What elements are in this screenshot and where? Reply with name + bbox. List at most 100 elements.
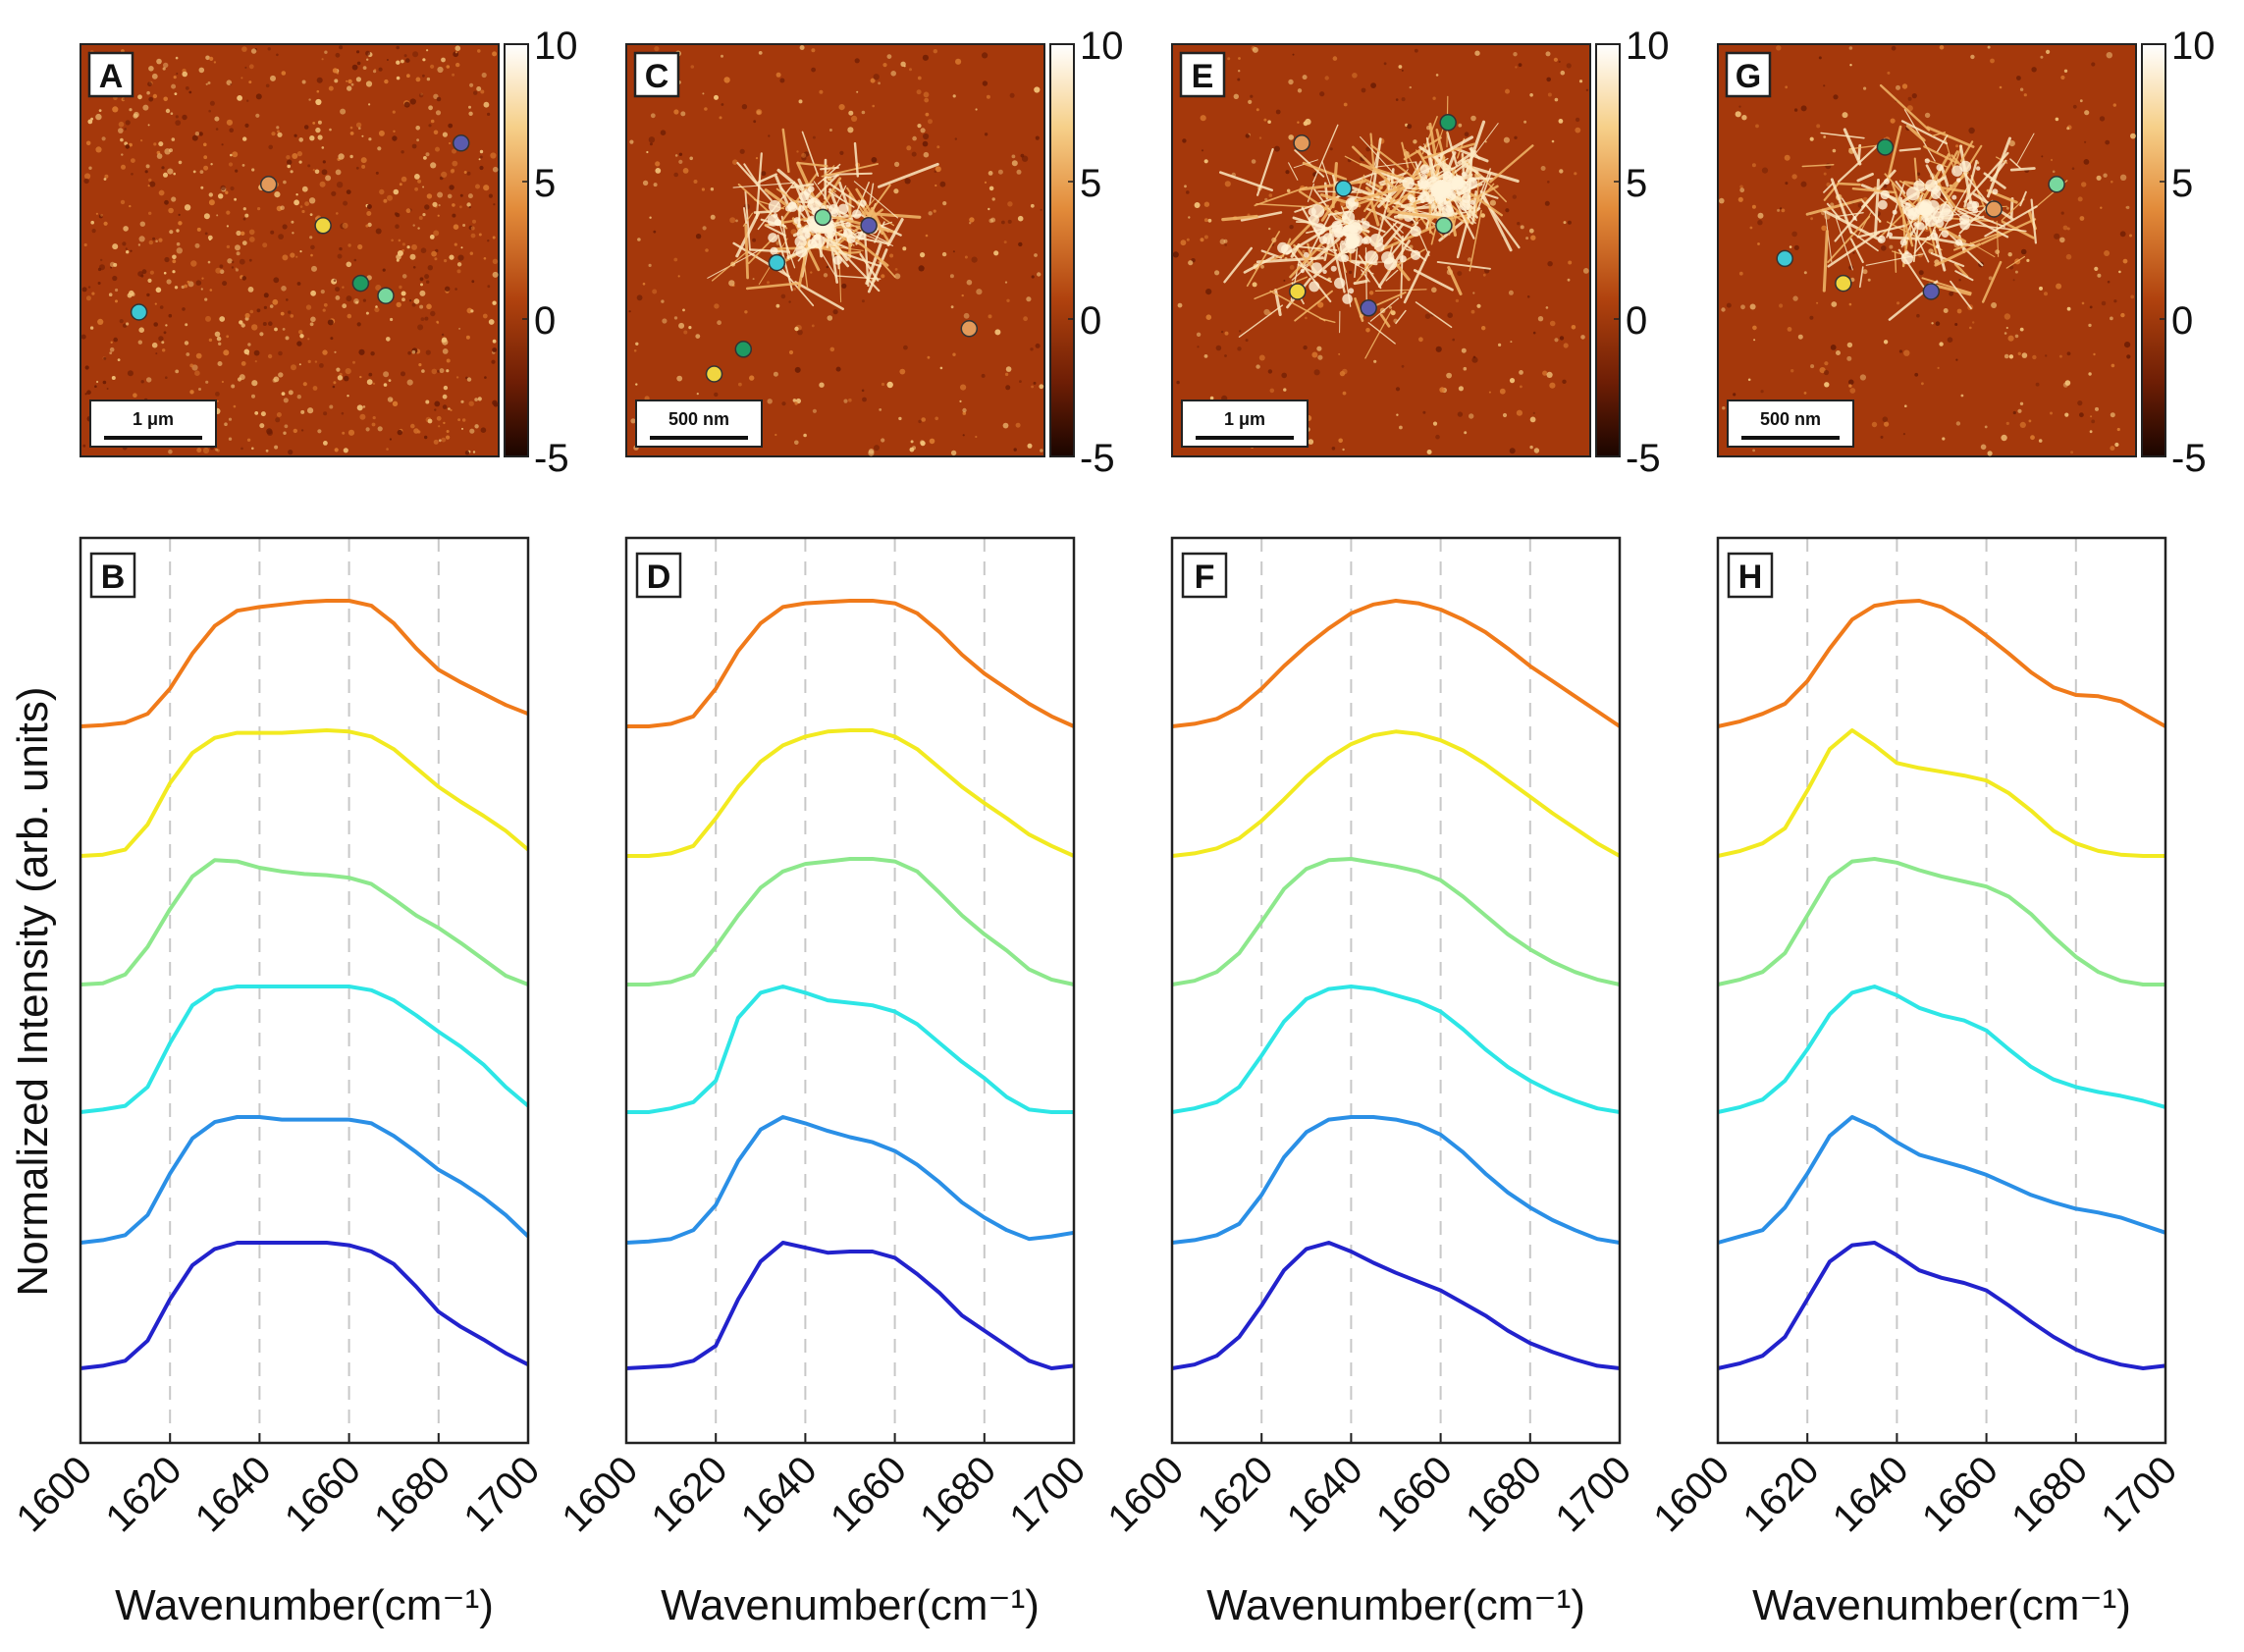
afm-image-background	[80, 43, 500, 457]
scale-bar: 1 μm	[89, 400, 217, 448]
panel-label-text: D	[647, 559, 671, 596]
marker-6	[452, 134, 470, 152]
series-line-1	[626, 599, 1075, 728]
x-tick-label: 1680	[1458, 1448, 1550, 1540]
plot-frame	[1716, 536, 2167, 1445]
colorbar-tick-label: 5	[2171, 162, 2193, 205]
marker-2	[1835, 274, 1852, 293]
x-axis-label: Wavenumber(cm⁻¹)	[115, 1581, 494, 1629]
colorbar-tick-label: 10	[534, 25, 578, 68]
series-line-3	[80, 858, 529, 986]
series-line-2	[626, 728, 1075, 858]
measurement-markers	[1776, 138, 2065, 300]
x-tick-label: 1620	[644, 1448, 736, 1540]
x-tick-label: 1660	[277, 1448, 369, 1540]
series-line-6	[80, 1241, 529, 1370]
marker-3	[1435, 217, 1453, 235]
series-line-2	[1171, 729, 1621, 858]
colorbar-tick-label: 10	[1626, 25, 1670, 68]
series-line-1	[1171, 599, 1622, 728]
panel-label-C: C	[633, 51, 680, 98]
x-tick-label: 1620	[1736, 1448, 1828, 1540]
panel-label-box	[1181, 552, 1228, 599]
scale-bar-label: 1 μm	[133, 409, 174, 429]
colorbar-tick-label: 0	[1626, 299, 1647, 343]
panel-label-text: H	[1738, 559, 1763, 596]
panel-label-box	[89, 552, 136, 599]
afm-images-layer: A 1 μm 10 5 0 -5 C 500 nm 10 5 0 -5 E 1 μm 10 5 0 -5 G 500 …	[80, 25, 2216, 480]
scale-bar-label: 500 nm	[668, 409, 729, 429]
series-line-3	[626, 857, 1075, 986]
panel-label-box	[1725, 51, 1772, 98]
afm-image-C: C 500 nm 10 5 0 -5	[625, 25, 1124, 480]
series-line-1	[1717, 599, 2166, 728]
marker-3	[377, 287, 395, 304]
marker-5	[734, 341, 753, 358]
x-axis-label: Wavenumber(cm⁻¹)	[1752, 1581, 2131, 1629]
marker-3	[814, 208, 831, 227]
plot-area	[1718, 538, 2165, 1443]
marker-5	[1439, 114, 1457, 132]
x-tick-label: 1640	[187, 1448, 280, 1540]
marker-4	[130, 303, 148, 321]
x-axis-label: Wavenumber(cm⁻¹)	[1206, 1581, 1585, 1629]
colorbar-tick-label: 0	[1080, 299, 1101, 343]
series-line-3	[1171, 857, 1621, 986]
x-tick-label: 1640	[1825, 1448, 1917, 1540]
x-tick-label: 1620	[1190, 1448, 1282, 1540]
panel-label-box	[87, 51, 134, 98]
series-line-1	[80, 599, 529, 728]
colorbar-tick-label: -5	[1080, 437, 1115, 480]
x-tick-label: 1640	[1279, 1448, 1371, 1540]
marker-1	[259, 176, 278, 193]
scale-bar-label: 500 nm	[1760, 409, 1821, 429]
marker-4	[1334, 180, 1353, 197]
marker-5	[1876, 138, 1895, 156]
colorbar-tick-label: 5	[1626, 162, 1647, 205]
colorbar-tick-label: -5	[1626, 437, 1661, 480]
afm-image-A: A 1 μm 10 5 0 -5	[80, 25, 578, 480]
panel-label-box	[1727, 552, 1774, 599]
panel-label-text: C	[645, 58, 669, 95]
plot-frame	[1170, 536, 1622, 1445]
series-line-5	[625, 1115, 1075, 1245]
x-axis-label: Wavenumber(cm⁻¹)	[661, 1581, 1040, 1629]
colorbar-tick-label: 5	[534, 162, 556, 205]
fibril-network	[707, 128, 939, 311]
marker-6	[860, 217, 878, 235]
colorbar: 10 5 0 -5	[1595, 25, 1670, 480]
series-line-4	[626, 985, 1074, 1114]
panel-label-text: A	[99, 58, 124, 95]
x-tick-label: 1700	[1547, 1448, 1639, 1540]
plot-area	[1172, 538, 1620, 1443]
colorbar: 10 5 0 -5	[1049, 25, 1124, 480]
x-tick-label: 1660	[1914, 1448, 2006, 1540]
colorbar-gradient	[2141, 43, 2166, 457]
panel-label-box	[1179, 51, 1226, 98]
series-line-6	[625, 1241, 1075, 1370]
plot-area	[80, 538, 528, 1443]
scale-bar: 500 nm	[1727, 400, 1854, 448]
marker-4	[1776, 249, 1793, 268]
panel-label-text: E	[1192, 58, 1214, 95]
colorbar-gradient	[1049, 43, 1075, 457]
series-line-5	[1717, 1115, 2166, 1245]
marker-4	[768, 253, 786, 272]
x-tick-label: 1700	[455, 1448, 548, 1540]
x-tick-label: 1700	[2093, 1448, 2185, 1540]
x-tick-label: 1660	[823, 1448, 915, 1540]
colorbar-tick-label: 0	[534, 299, 556, 343]
series-line-4	[1717, 985, 2166, 1114]
x-tick-label: 1680	[366, 1448, 458, 1540]
series-line-5	[1171, 1115, 1621, 1245]
colorbar-tick-label: 10	[1080, 25, 1124, 68]
colorbar-tick-label: 0	[2171, 299, 2193, 343]
x-tick-label: 1680	[2004, 1448, 2096, 1540]
x-tick-label: 1680	[912, 1448, 1004, 1540]
colorbar: 10 5 0 -5	[2141, 25, 2216, 480]
series-line-4	[1171, 985, 1621, 1114]
